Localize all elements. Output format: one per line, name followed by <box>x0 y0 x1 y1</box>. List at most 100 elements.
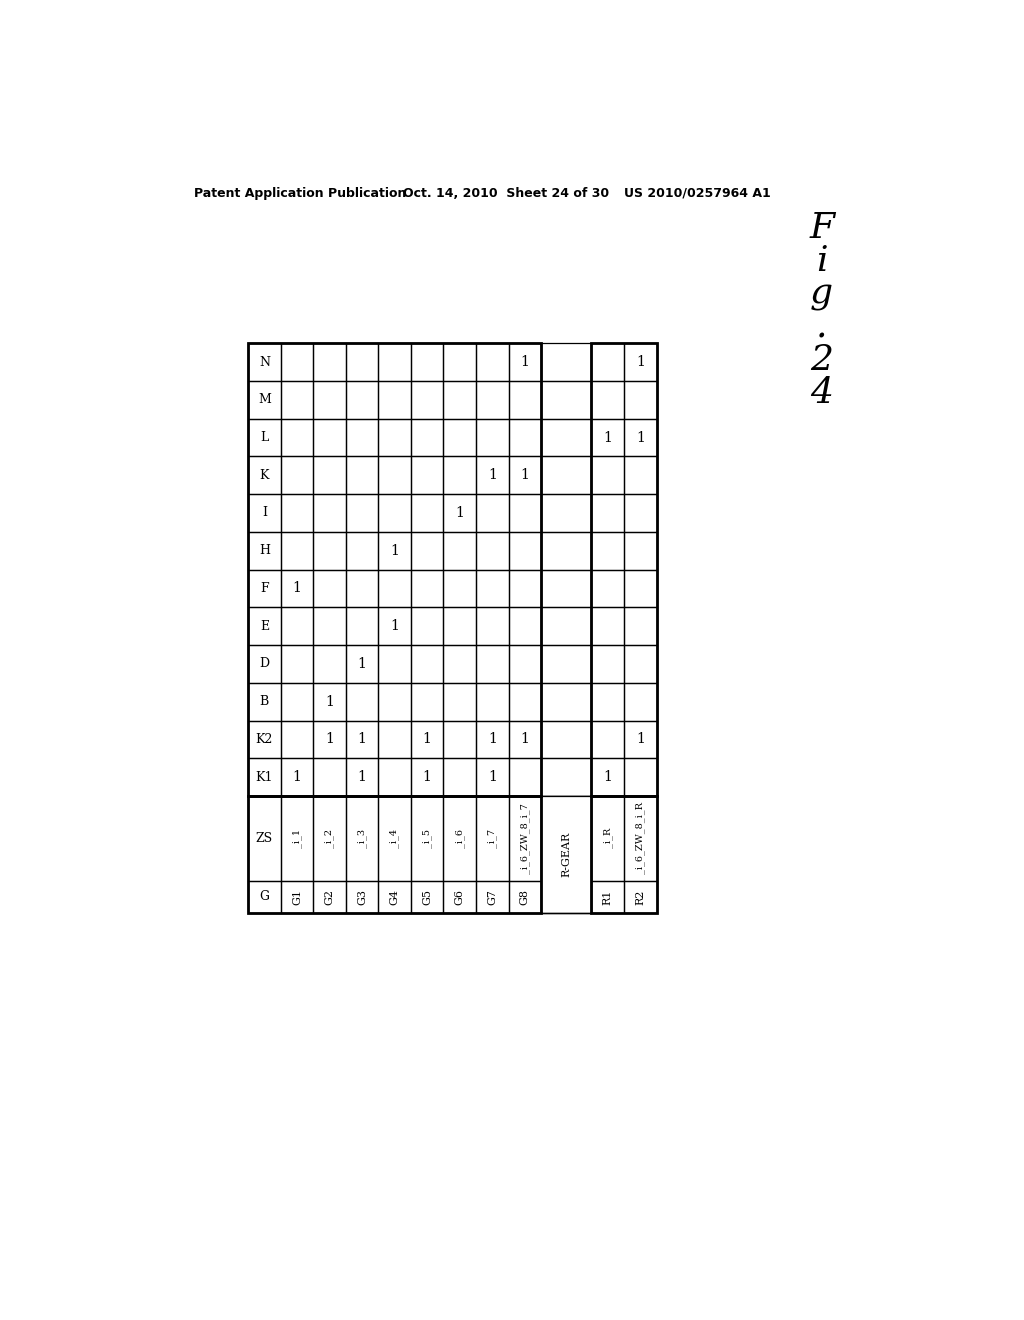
Text: 1: 1 <box>357 657 367 671</box>
Text: G: G <box>259 890 269 903</box>
Bar <box>313 721 346 758</box>
Text: G3: G3 <box>357 888 367 904</box>
Bar <box>443 758 476 796</box>
Text: 1: 1 <box>423 770 431 784</box>
Text: 1: 1 <box>293 770 301 784</box>
Text: .: . <box>816 310 827 345</box>
Bar <box>378 645 411 682</box>
Text: _i_6_ZW_8_i_7: _i_6_ZW_8_i_7 <box>520 803 529 874</box>
Bar <box>378 570 411 607</box>
Bar <box>313 343 346 381</box>
Bar <box>281 532 313 570</box>
Bar <box>476 418 509 457</box>
Bar <box>313 570 346 607</box>
Bar <box>509 880 541 913</box>
Bar <box>624 758 656 796</box>
Bar <box>378 796 411 880</box>
Bar <box>281 457 313 494</box>
Bar <box>313 645 346 682</box>
Text: 1: 1 <box>487 770 497 784</box>
Bar <box>281 645 313 682</box>
Bar <box>411 645 443 682</box>
Text: _i_4: _i_4 <box>390 829 399 847</box>
Bar <box>411 343 443 381</box>
Bar <box>541 645 592 682</box>
Bar <box>592 645 624 682</box>
Bar <box>281 796 313 880</box>
Bar <box>313 381 346 418</box>
Bar <box>248 758 281 796</box>
Bar <box>346 645 378 682</box>
Bar <box>346 494 378 532</box>
Text: _i_3: _i_3 <box>357 829 367 847</box>
Bar <box>346 880 378 913</box>
Bar <box>509 721 541 758</box>
Bar <box>541 607 592 645</box>
Bar <box>443 607 476 645</box>
Bar <box>346 682 378 721</box>
Text: H: H <box>259 544 270 557</box>
Bar <box>592 880 624 913</box>
Bar <box>281 607 313 645</box>
Text: US 2010/0257964 A1: US 2010/0257964 A1 <box>624 187 771 199</box>
Bar <box>476 758 509 796</box>
Bar <box>541 796 592 880</box>
Bar <box>541 721 592 758</box>
Bar <box>248 796 541 913</box>
Bar <box>443 645 476 682</box>
Bar <box>541 343 592 381</box>
Bar <box>281 343 313 381</box>
Bar <box>624 607 656 645</box>
Text: i: i <box>816 244 827 277</box>
Bar <box>346 381 378 418</box>
Bar <box>248 880 281 913</box>
Text: G7: G7 <box>487 888 498 904</box>
Bar <box>541 796 592 913</box>
Bar <box>378 494 411 532</box>
Text: L: L <box>260 432 268 444</box>
Bar <box>624 682 656 721</box>
Text: F: F <box>260 582 268 595</box>
Bar <box>411 532 443 570</box>
Text: 2: 2 <box>810 343 834 378</box>
Bar <box>541 796 592 913</box>
Text: 1: 1 <box>423 733 431 746</box>
Text: 1: 1 <box>293 581 301 595</box>
Text: M: M <box>258 393 270 407</box>
Bar <box>443 796 476 880</box>
Bar <box>378 721 411 758</box>
Bar <box>378 607 411 645</box>
Bar <box>509 532 541 570</box>
Text: Oct. 14, 2010  Sheet 24 of 30: Oct. 14, 2010 Sheet 24 of 30 <box>403 187 609 199</box>
Text: I: I <box>262 507 267 520</box>
Bar <box>313 494 346 532</box>
Bar <box>476 796 509 880</box>
Bar <box>624 457 656 494</box>
Text: 1: 1 <box>357 733 367 746</box>
Bar <box>443 457 476 494</box>
Bar <box>411 880 443 913</box>
Text: R1: R1 <box>603 890 612 904</box>
Bar <box>509 682 541 721</box>
Bar <box>592 418 624 457</box>
Text: _i_7: _i_7 <box>487 829 497 847</box>
Text: 1: 1 <box>520 469 529 482</box>
Bar <box>509 343 541 381</box>
Bar <box>541 418 592 457</box>
Bar <box>592 343 624 381</box>
Text: R-GEAR: R-GEAR <box>561 832 571 876</box>
Text: 1: 1 <box>603 430 612 445</box>
Text: 1: 1 <box>325 694 334 709</box>
Bar <box>281 418 313 457</box>
Bar <box>592 381 624 418</box>
Bar <box>592 682 624 721</box>
Bar <box>281 494 313 532</box>
Bar <box>624 796 656 880</box>
Bar <box>346 721 378 758</box>
Text: _i_R: _i_R <box>603 828 612 849</box>
Bar <box>248 645 281 682</box>
Bar <box>476 343 509 381</box>
Text: 1: 1 <box>603 770 612 784</box>
Bar <box>443 721 476 758</box>
Bar <box>313 607 346 645</box>
